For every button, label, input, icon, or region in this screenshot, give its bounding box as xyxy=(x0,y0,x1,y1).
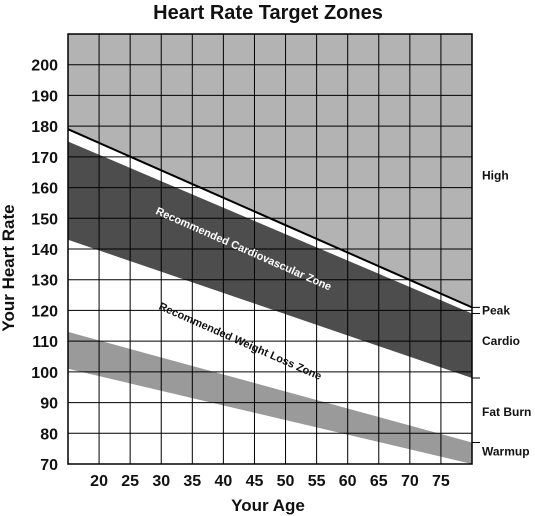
y-tick-label: 70 xyxy=(40,457,58,474)
y-tick-label: 150 xyxy=(31,211,58,228)
y-tick-label: 120 xyxy=(31,303,58,320)
x-tick-label: 20 xyxy=(90,473,108,490)
zone-label-warmup: Warmup xyxy=(482,445,530,459)
y-tick-label: 160 xyxy=(31,181,58,198)
x-tick-label: 30 xyxy=(152,473,170,490)
chart-title: Heart Rate Target Zones xyxy=(153,2,383,24)
y-tick-label: 140 xyxy=(31,242,58,259)
y-tick-label: 90 xyxy=(40,396,58,413)
x-tick-label: 55 xyxy=(308,473,326,490)
x-tick-label: 35 xyxy=(183,473,201,490)
y-axis-title: Your Heart Rate xyxy=(0,204,18,331)
y-tick-label: 180 xyxy=(31,119,58,136)
x-tick-label: 40 xyxy=(214,473,232,490)
y-tick-label: 200 xyxy=(31,58,58,75)
max-heart-rate-line xyxy=(67,128,473,309)
x-tick-label: 75 xyxy=(432,473,450,490)
x-axis-title: Your Age xyxy=(231,496,305,515)
y-tick-label: 170 xyxy=(31,150,58,167)
x-tick-label: 45 xyxy=(246,473,264,490)
x-tick-label: 25 xyxy=(121,473,139,490)
band-high xyxy=(68,34,472,308)
plot-frame xyxy=(67,33,473,465)
zone-label-cardio: Cardio xyxy=(482,334,520,348)
y-tick-label: 190 xyxy=(31,88,58,105)
zone-label-peak: Peak xyxy=(482,303,510,317)
y-tick-label: 130 xyxy=(31,273,58,290)
y-tick-label: 80 xyxy=(40,426,58,443)
band-recommended-cardiovascular-zone xyxy=(68,141,472,378)
zone-label-fat-burn: Fat Burn xyxy=(482,405,531,419)
y-tick-label: 100 xyxy=(31,365,58,382)
y-tick-label: 110 xyxy=(32,334,58,351)
plot-area: 20 25 30 35 40 45 50 55 60 65 70 75 70 80 90 100 110 120 1… xyxy=(31,33,531,490)
x-tick-label: 70 xyxy=(401,473,419,490)
zone-label-high: High xyxy=(482,168,509,182)
band-fat-burn xyxy=(68,331,472,464)
x-tick-label: 65 xyxy=(370,473,388,490)
x-tick-label: 60 xyxy=(339,473,357,490)
x-tick-label: 50 xyxy=(277,473,295,490)
